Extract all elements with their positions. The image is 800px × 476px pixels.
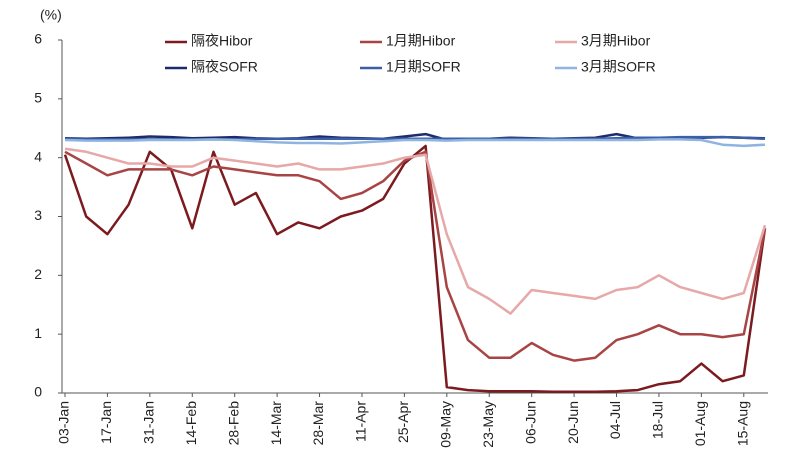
legend-label: 3月期SOFR [581,59,656,75]
legend-label: 隔夜SOFR [191,59,258,75]
y-tick-label: 3 [34,207,42,223]
x-tick-label: 14-Mar [268,401,284,446]
x-tick-label: 20-Jun [565,401,581,444]
x-tick-label: 14-Feb [183,401,199,446]
series-line [64,150,767,362]
y-axis-label: (%) [40,7,62,23]
y-tick-label: 5 [34,90,42,106]
x-tick-label: 17-Jan [98,401,114,444]
x-tick-label: 06-Jun [522,401,538,444]
x-tick-label: 25-Apr [395,401,411,443]
x-tick-label: 28-Feb [225,401,241,446]
x-tick-label: 01-Aug [692,401,708,446]
y-tick-label: 1 [34,325,42,341]
x-tick-label: 09-May [438,401,454,448]
y-tick-label: 2 [34,266,42,282]
x-tick-label: 18-Jul [650,401,666,439]
y-tick-label: 0 [34,384,42,400]
series-line [64,147,767,315]
legend-label: 1月期Hibor [386,33,456,49]
x-tick-label: 31-Jan [141,401,157,444]
legend-label: 隔夜Hibor [191,33,253,49]
x-tick-label: 28-Mar [310,401,326,446]
x-tick-label: 23-May [480,401,496,448]
x-tick-label: 15-Aug [734,401,750,446]
series-line [64,138,766,148]
legend-label: 3月期Hibor [581,33,651,49]
x-tick-label: 11-Apr [353,401,369,442]
series-line [63,144,767,394]
legend-label: 1月期SOFR [386,59,461,75]
y-tick-label: 6 [34,31,42,47]
x-tick-label: 03-Jan [56,401,72,444]
x-tick-label: 04-Jul [607,401,623,439]
y-tick-label: 4 [34,148,42,164]
